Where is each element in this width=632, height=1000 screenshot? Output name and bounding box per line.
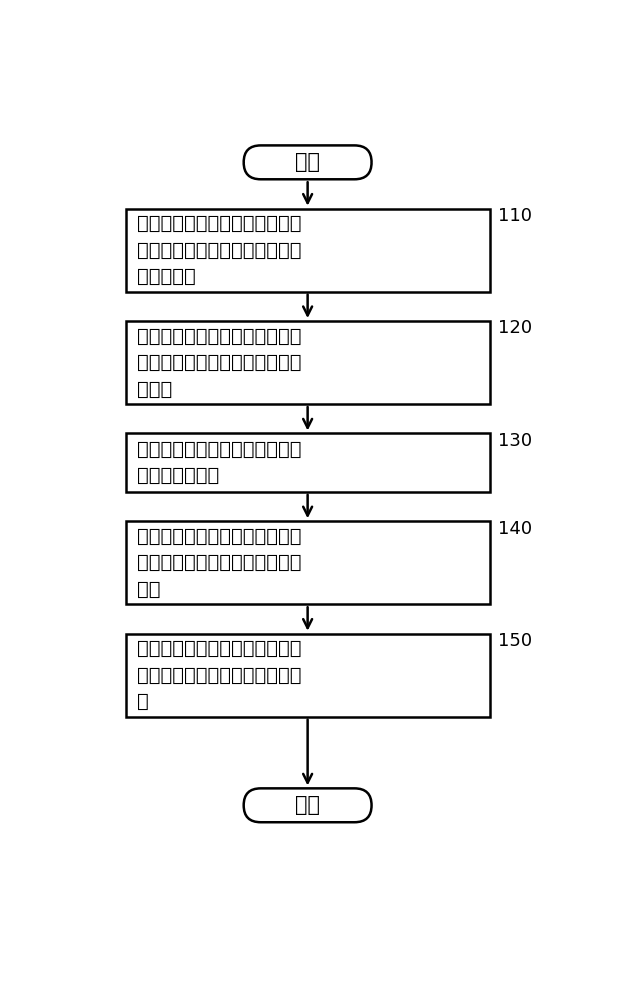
Text: 在所述反馈消息符合所述接收消
息的规则的情况下，确定测试通
过: 在所述反馈消息符合所述接收消 息的规则的情况下，确定测试通 过 — [137, 639, 301, 711]
Text: 基于所述配置文件中的所述发送
消息的规则将测试消息发送至被
测设备: 基于所述配置文件中的所述发送 消息的规则将测试消息发送至被 测设备 — [137, 327, 301, 399]
FancyBboxPatch shape — [244, 145, 372, 179]
FancyBboxPatch shape — [126, 433, 490, 492]
Text: 140: 140 — [497, 520, 532, 538]
FancyBboxPatch shape — [244, 788, 372, 822]
Text: 接收所述被测设备针对所述测试
消息的反馈消息: 接收所述被测设备针对所述测试 消息的反馈消息 — [137, 440, 301, 485]
FancyBboxPatch shape — [126, 209, 490, 292]
Text: 130: 130 — [497, 432, 532, 450]
Text: 120: 120 — [497, 319, 532, 337]
Text: 获取配置文件，其中，所述配置
文件包括发送消息的规则和接收
消息的规则: 获取配置文件，其中，所述配置 文件包括发送消息的规则和接收 消息的规则 — [137, 214, 301, 286]
Text: 150: 150 — [497, 632, 532, 650]
Text: 基于所述配置文件中的所述接收
消息的规则检查接收的所述反馈
消息: 基于所述配置文件中的所述接收 消息的规则检查接收的所述反馈 消息 — [137, 527, 301, 599]
FancyBboxPatch shape — [126, 321, 490, 404]
Text: 110: 110 — [497, 207, 532, 225]
Text: 开始: 开始 — [295, 152, 320, 172]
Text: 结束: 结束 — [295, 795, 320, 815]
FancyBboxPatch shape — [126, 634, 490, 717]
FancyBboxPatch shape — [126, 521, 490, 604]
